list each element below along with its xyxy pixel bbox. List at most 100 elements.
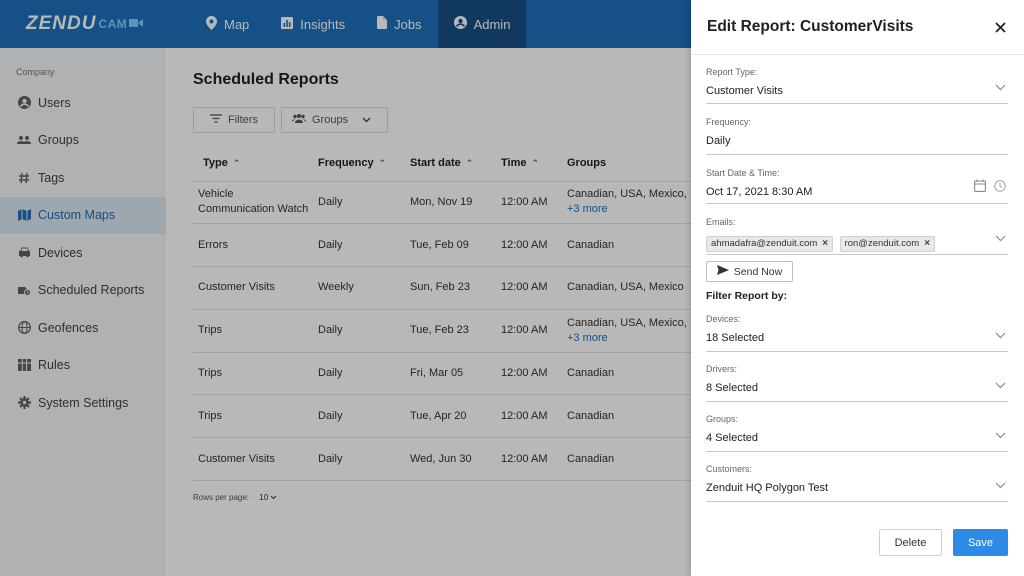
rules-icon xyxy=(17,358,31,372)
group-icon xyxy=(292,114,312,126)
cell-type: Customer Visits xyxy=(193,266,318,310)
chevron-down-icon xyxy=(995,426,1006,444)
sidebar-item-label: Scheduled Reports xyxy=(38,283,145,298)
more-groups-link[interactable]: +3 more xyxy=(567,331,608,344)
report-type-select[interactable]: Report Type: Customer Visits xyxy=(706,67,1008,104)
nav-tab-label: Admin xyxy=(473,16,511,32)
sidebar-item-geofences[interactable]: Geofences xyxy=(0,309,166,347)
start-datetime-field[interactable]: Start Date & Time: Oct 17, 2021 8:30 AM xyxy=(706,168,1008,204)
filters-label: Filters xyxy=(228,114,258,126)
rows-per-page-select[interactable]: 10 xyxy=(259,493,277,502)
chevron-down-icon xyxy=(995,326,1006,344)
groups-dropdown[interactable]: Groups xyxy=(281,107,388,133)
close-icon[interactable] xyxy=(992,19,1008,35)
report-icon xyxy=(17,283,31,297)
page-title: Scheduled Reports xyxy=(193,71,339,88)
drivers-select[interactable]: Drivers: 8 Selected xyxy=(706,364,1008,402)
customers-select[interactable]: Customers: Zenduit HQ Polygon Test xyxy=(706,464,1008,502)
filter-icon xyxy=(210,114,228,126)
send-icon xyxy=(716,265,734,278)
save-button[interactable]: Save xyxy=(953,529,1008,556)
table-row[interactable]: Errors Daily Tue, Feb 09 12:00 AM Canadi… xyxy=(193,223,693,268)
table-row[interactable]: Trips Daily Fri, Mar 05 12:00 AM Canadia… xyxy=(193,352,693,396)
sidebar-item-label: Devices xyxy=(38,245,83,260)
nav-tab-label: Insights xyxy=(300,16,346,32)
email-chip[interactable]: ahmadafra@zenduit.com × xyxy=(706,235,834,252)
car-icon xyxy=(17,246,31,260)
chevron-down-icon xyxy=(995,78,1006,96)
table-row[interactable]: Vehicle Communication Watch Daily Mon, N… xyxy=(193,181,693,225)
sidebar-item-scheduled-reports[interactable]: Scheduled Reports xyxy=(0,272,166,310)
remove-chip-icon[interactable]: × xyxy=(822,238,829,249)
nav-tab-jobs[interactable]: Jobs xyxy=(361,0,437,48)
send-now-button[interactable]: Send Now xyxy=(706,261,793,282)
groups-label: Groups: xyxy=(706,414,739,424)
report-type-label: Report Type: xyxy=(706,67,758,77)
sidebar-item-tags[interactable]: Tags xyxy=(0,159,166,197)
nav-tab-map[interactable]: Map xyxy=(190,0,265,48)
cell-type: Trips xyxy=(193,309,318,353)
devices-select[interactable]: Devices: 18 Selected xyxy=(706,314,1008,352)
cell-frequency: Daily xyxy=(318,223,410,268)
sidebar-item-custom-maps[interactable]: Custom Maps xyxy=(0,196,166,234)
column-header-frequency[interactable]: Frequency ⌃ xyxy=(318,145,410,182)
remove-chip-icon[interactable]: × xyxy=(924,238,931,249)
rows-per-page-label: Rows per page: xyxy=(193,493,250,502)
groups-select[interactable]: Groups: 4 Selected xyxy=(706,414,1008,452)
sidebar-item-label: System Settings xyxy=(38,395,129,410)
table-row[interactable]: Trips Daily Tue, Apr 20 12:00 AM Canadia… xyxy=(193,394,693,439)
scheduled-reports-table: Type ⌃ Frequency ⌃ Start date ⌃ Time ⌃ Group… xyxy=(193,145,693,482)
table-row[interactable]: Trips Daily Tue, Feb 23 12:00 AM Canadia… xyxy=(193,309,693,353)
sidebar-item-label: Rules xyxy=(38,358,70,373)
sort-icon: ⌃ xyxy=(531,157,540,168)
drivers-value: 8 Selected xyxy=(706,382,758,394)
sidebar-item-users[interactable]: Users xyxy=(0,84,166,122)
hash-icon xyxy=(17,171,31,185)
cell-frequency: Daily xyxy=(318,352,410,396)
cell-frequency: Daily xyxy=(318,181,410,225)
column-header-start-date[interactable]: Start date ⌃ xyxy=(410,145,501,182)
column-header-time[interactable]: Time ⌃ xyxy=(501,145,567,182)
video-camera-icon xyxy=(129,15,144,33)
column-header-type[interactable]: Type ⌃ xyxy=(193,145,318,182)
devices-label: Devices: xyxy=(706,314,741,324)
cell-groups: Canadian, USA, Mexico, +3 more xyxy=(567,181,693,225)
cell-start-date: Mon, Nov 19 xyxy=(410,181,501,225)
pagination: Rows per page: 10 xyxy=(193,493,277,502)
nav-tab-insights[interactable]: Insights xyxy=(265,0,361,48)
cell-time: 12:00 AM xyxy=(501,223,567,268)
sidebar-item-system-settings[interactable]: System Settings xyxy=(0,384,166,422)
sidebar-item-devices[interactable]: Devices xyxy=(0,234,166,272)
chevron-down-icon xyxy=(995,229,1006,247)
table-row[interactable]: Customer Visits Weekly Sun, Feb 23 12:00… xyxy=(193,266,693,310)
sidebar-item-label: Geofences xyxy=(38,320,99,335)
cell-time: 12:00 AM xyxy=(501,266,567,310)
filters-button[interactable]: Filters xyxy=(193,107,275,133)
map-pin-icon xyxy=(206,15,224,33)
column-header-groups[interactable]: Groups xyxy=(567,145,693,182)
delete-button[interactable]: Delete xyxy=(879,529,942,556)
clock-icon[interactable] xyxy=(994,179,1006,197)
chevron-down-icon xyxy=(362,114,377,126)
report-type-value: Customer Visits xyxy=(706,85,783,97)
emails-label: Emails: xyxy=(706,217,736,227)
chevron-down-icon xyxy=(995,476,1006,494)
calendar-icon[interactable] xyxy=(974,179,986,197)
sidebar-item-groups[interactable]: Groups xyxy=(0,122,166,160)
cell-time: 12:00 AM xyxy=(501,181,567,225)
modal-backdrop[interactable] xyxy=(0,0,691,576)
zenducam-logo[interactable]: ZENDU CAM xyxy=(0,0,190,48)
frequency-field[interactable]: Frequency: Daily xyxy=(706,117,1008,155)
cell-start-date: Tue, Apr 20 xyxy=(410,394,501,439)
email-chip[interactable]: ron@zenduit.com × xyxy=(839,235,936,252)
cell-frequency: Weekly xyxy=(318,266,410,310)
cell-start-date: Sun, Feb 23 xyxy=(410,266,501,310)
logo-text: ZENDU xyxy=(26,13,97,34)
emails-field[interactable]: Emails: ahmadafra@zenduit.com × ron@zendu… xyxy=(706,217,1008,255)
nav-tab-admin[interactable]: Admin xyxy=(437,0,527,48)
sidebar-item-rules[interactable]: Rules xyxy=(0,347,166,385)
filter-report-heading: Filter Report by: xyxy=(706,290,788,302)
more-groups-link[interactable]: +3 more xyxy=(567,203,608,216)
cell-groups: Canadian, USA, Mexico, +3 more xyxy=(567,309,693,353)
table-row[interactable]: Customer Visits Daily Wed, Jun 30 12:00 … xyxy=(193,437,693,482)
